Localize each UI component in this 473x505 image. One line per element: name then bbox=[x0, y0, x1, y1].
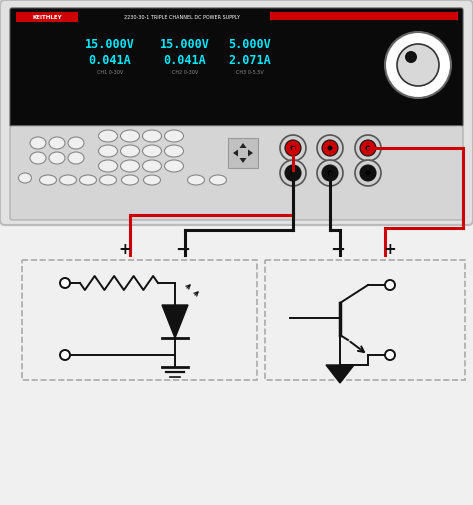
Text: 15.000V: 15.000V bbox=[160, 38, 210, 52]
Circle shape bbox=[355, 160, 381, 186]
Text: CH3 0-5.5V: CH3 0-5.5V bbox=[236, 71, 264, 76]
Polygon shape bbox=[239, 143, 246, 148]
Ellipse shape bbox=[142, 160, 161, 172]
Polygon shape bbox=[162, 305, 188, 338]
Ellipse shape bbox=[143, 175, 160, 185]
Bar bbox=[16, 12, 78, 22]
Ellipse shape bbox=[121, 145, 140, 157]
Ellipse shape bbox=[98, 130, 117, 142]
Text: KEITHLEY: KEITHLEY bbox=[32, 15, 62, 20]
Ellipse shape bbox=[79, 175, 96, 185]
Circle shape bbox=[317, 160, 343, 186]
Circle shape bbox=[322, 140, 338, 156]
Text: CH2 0-30V: CH2 0-30V bbox=[172, 71, 198, 76]
Polygon shape bbox=[239, 158, 246, 163]
Circle shape bbox=[290, 145, 296, 150]
Text: 2230-30-1 TRIPLE CHANNEL DC POWER SUPPLY: 2230-30-1 TRIPLE CHANNEL DC POWER SUPPLY bbox=[124, 15, 240, 20]
Ellipse shape bbox=[98, 145, 117, 157]
Text: +: + bbox=[119, 242, 131, 258]
Text: −: − bbox=[175, 241, 191, 259]
Text: CH1 0-30V: CH1 0-30V bbox=[97, 71, 123, 76]
Circle shape bbox=[280, 160, 306, 186]
Circle shape bbox=[327, 145, 333, 150]
Circle shape bbox=[317, 135, 343, 161]
Circle shape bbox=[327, 171, 333, 176]
Ellipse shape bbox=[49, 137, 65, 149]
Ellipse shape bbox=[60, 175, 77, 185]
Circle shape bbox=[366, 171, 370, 176]
Ellipse shape bbox=[165, 145, 184, 157]
Circle shape bbox=[355, 135, 381, 161]
Ellipse shape bbox=[121, 160, 140, 172]
Circle shape bbox=[385, 32, 451, 98]
Ellipse shape bbox=[165, 160, 184, 172]
Circle shape bbox=[360, 140, 376, 156]
Polygon shape bbox=[326, 365, 354, 383]
Circle shape bbox=[285, 165, 301, 181]
Ellipse shape bbox=[30, 137, 46, 149]
Ellipse shape bbox=[68, 137, 84, 149]
Ellipse shape bbox=[98, 160, 117, 172]
Circle shape bbox=[285, 140, 301, 156]
Text: 2.071A: 2.071A bbox=[228, 54, 272, 67]
Ellipse shape bbox=[99, 175, 116, 185]
Circle shape bbox=[60, 278, 70, 288]
Text: −: − bbox=[331, 241, 346, 259]
Circle shape bbox=[385, 350, 395, 360]
FancyBboxPatch shape bbox=[0, 0, 473, 225]
Text: 0.041A: 0.041A bbox=[88, 54, 131, 67]
Ellipse shape bbox=[121, 130, 140, 142]
Text: +: + bbox=[384, 242, 396, 258]
Ellipse shape bbox=[142, 145, 161, 157]
Bar bbox=[228, 138, 258, 168]
Circle shape bbox=[280, 135, 306, 161]
Ellipse shape bbox=[40, 175, 56, 185]
Ellipse shape bbox=[142, 130, 161, 142]
Polygon shape bbox=[248, 149, 253, 157]
Ellipse shape bbox=[122, 175, 139, 185]
Ellipse shape bbox=[49, 152, 65, 164]
Ellipse shape bbox=[68, 152, 84, 164]
Circle shape bbox=[405, 51, 417, 63]
Ellipse shape bbox=[18, 173, 32, 183]
Polygon shape bbox=[233, 149, 238, 157]
FancyBboxPatch shape bbox=[10, 126, 463, 220]
Text: 0.041A: 0.041A bbox=[164, 54, 206, 67]
Bar bbox=[270, 12, 458, 20]
Ellipse shape bbox=[210, 175, 227, 185]
Circle shape bbox=[385, 280, 395, 290]
Text: 5.000V: 5.000V bbox=[228, 38, 272, 52]
Circle shape bbox=[366, 145, 370, 150]
Circle shape bbox=[322, 165, 338, 181]
Text: 15.000V: 15.000V bbox=[85, 38, 135, 52]
FancyBboxPatch shape bbox=[10, 8, 463, 127]
Circle shape bbox=[60, 350, 70, 360]
Circle shape bbox=[290, 171, 296, 176]
Circle shape bbox=[397, 44, 439, 86]
Ellipse shape bbox=[30, 152, 46, 164]
Ellipse shape bbox=[187, 175, 204, 185]
Ellipse shape bbox=[165, 130, 184, 142]
Circle shape bbox=[360, 165, 376, 181]
